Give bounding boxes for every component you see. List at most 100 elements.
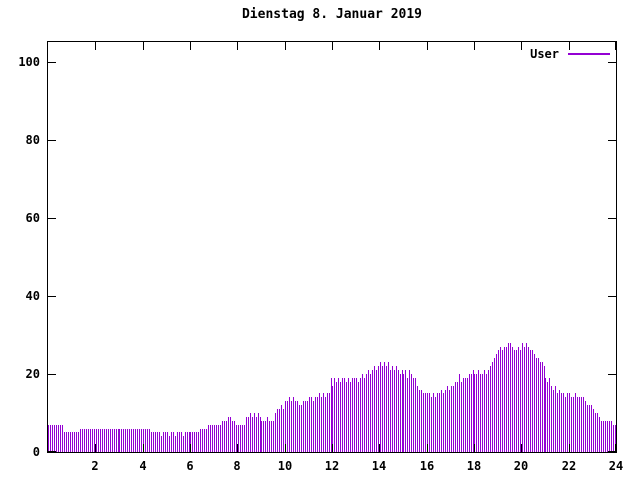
bar xyxy=(239,425,241,452)
y-axis-tick-label: 20 xyxy=(25,367,40,381)
bar xyxy=(58,425,60,452)
bar xyxy=(511,347,513,452)
bar xyxy=(72,432,74,452)
bar xyxy=(310,397,312,452)
bar xyxy=(350,382,352,452)
bar xyxy=(586,405,588,452)
bar xyxy=(123,429,125,452)
bar xyxy=(508,343,509,452)
bar xyxy=(450,386,452,452)
bar xyxy=(328,393,330,452)
bar xyxy=(340,382,342,452)
bar xyxy=(261,421,263,452)
bar xyxy=(111,429,113,452)
bar xyxy=(289,397,291,452)
bar xyxy=(527,347,529,452)
bar xyxy=(375,370,377,452)
x-tick-mark xyxy=(569,42,570,50)
bar xyxy=(399,374,401,452)
bar xyxy=(257,413,259,452)
bar xyxy=(190,432,192,452)
bar xyxy=(64,432,66,452)
bar xyxy=(391,366,393,452)
bar xyxy=(608,421,610,452)
bar xyxy=(224,421,225,452)
x-tick-mark xyxy=(427,42,428,50)
bar xyxy=(606,421,608,452)
x-axis-tick-label: 2 xyxy=(91,459,99,473)
x-axis-tick-label: 14 xyxy=(371,459,387,473)
bar xyxy=(119,429,121,452)
y-axis-tick-label: 60 xyxy=(25,211,40,225)
bar xyxy=(251,417,253,452)
bar xyxy=(103,429,105,452)
bar xyxy=(403,374,405,452)
bar xyxy=(204,429,206,452)
x-axis-tick-label: 18 xyxy=(466,459,482,473)
bar xyxy=(561,393,563,452)
bar xyxy=(115,429,117,452)
bar xyxy=(407,378,409,452)
bar xyxy=(196,432,198,452)
bar xyxy=(446,386,448,452)
bar xyxy=(200,429,202,452)
bar xyxy=(222,421,224,452)
bar xyxy=(129,429,131,452)
bar xyxy=(602,421,604,452)
y-tick-mark xyxy=(48,374,56,375)
x-tick-mark xyxy=(285,42,286,50)
bar xyxy=(312,401,314,452)
bar xyxy=(186,432,188,452)
bar xyxy=(281,405,283,452)
bar xyxy=(539,362,541,452)
bar xyxy=(549,378,551,452)
chart-title: Dienstag 8. Januar 2019 xyxy=(241,7,422,22)
x-axis-tick-label: 4 xyxy=(139,459,147,473)
x-tick-mark xyxy=(569,444,570,452)
bar xyxy=(425,393,427,452)
bar xyxy=(99,429,101,452)
bar xyxy=(283,409,285,452)
bar xyxy=(444,390,446,452)
bar xyxy=(588,405,590,452)
bar xyxy=(442,393,444,452)
bar xyxy=(494,358,496,452)
bar xyxy=(95,429,97,452)
bar xyxy=(358,382,360,452)
bar xyxy=(85,429,87,452)
bar xyxy=(456,382,458,452)
bar xyxy=(413,378,415,452)
bar xyxy=(97,429,99,452)
bar xyxy=(393,370,395,452)
x-tick-mark xyxy=(615,42,616,50)
y-tick-mark xyxy=(48,140,56,141)
y-tick-mark xyxy=(48,451,56,452)
bar xyxy=(182,436,184,452)
bar xyxy=(563,393,565,452)
bar xyxy=(464,378,466,452)
bar xyxy=(545,378,547,452)
bar xyxy=(551,386,553,452)
bar xyxy=(131,429,133,452)
bar xyxy=(547,382,549,452)
bar xyxy=(492,362,494,452)
bar xyxy=(409,370,411,452)
bar xyxy=(180,432,182,452)
bar xyxy=(478,370,480,452)
bar xyxy=(582,397,584,452)
bar xyxy=(249,413,251,452)
bar xyxy=(68,432,70,452)
bar xyxy=(531,350,533,452)
bar xyxy=(218,425,220,452)
bar xyxy=(314,397,316,452)
bar xyxy=(379,362,381,452)
bar xyxy=(571,397,573,452)
bar xyxy=(89,429,91,452)
bar xyxy=(482,374,484,452)
bar xyxy=(225,421,227,452)
bar xyxy=(125,429,127,452)
bar xyxy=(285,401,287,452)
bar xyxy=(569,393,571,452)
x-axis-tick-label: 24 xyxy=(608,459,624,473)
